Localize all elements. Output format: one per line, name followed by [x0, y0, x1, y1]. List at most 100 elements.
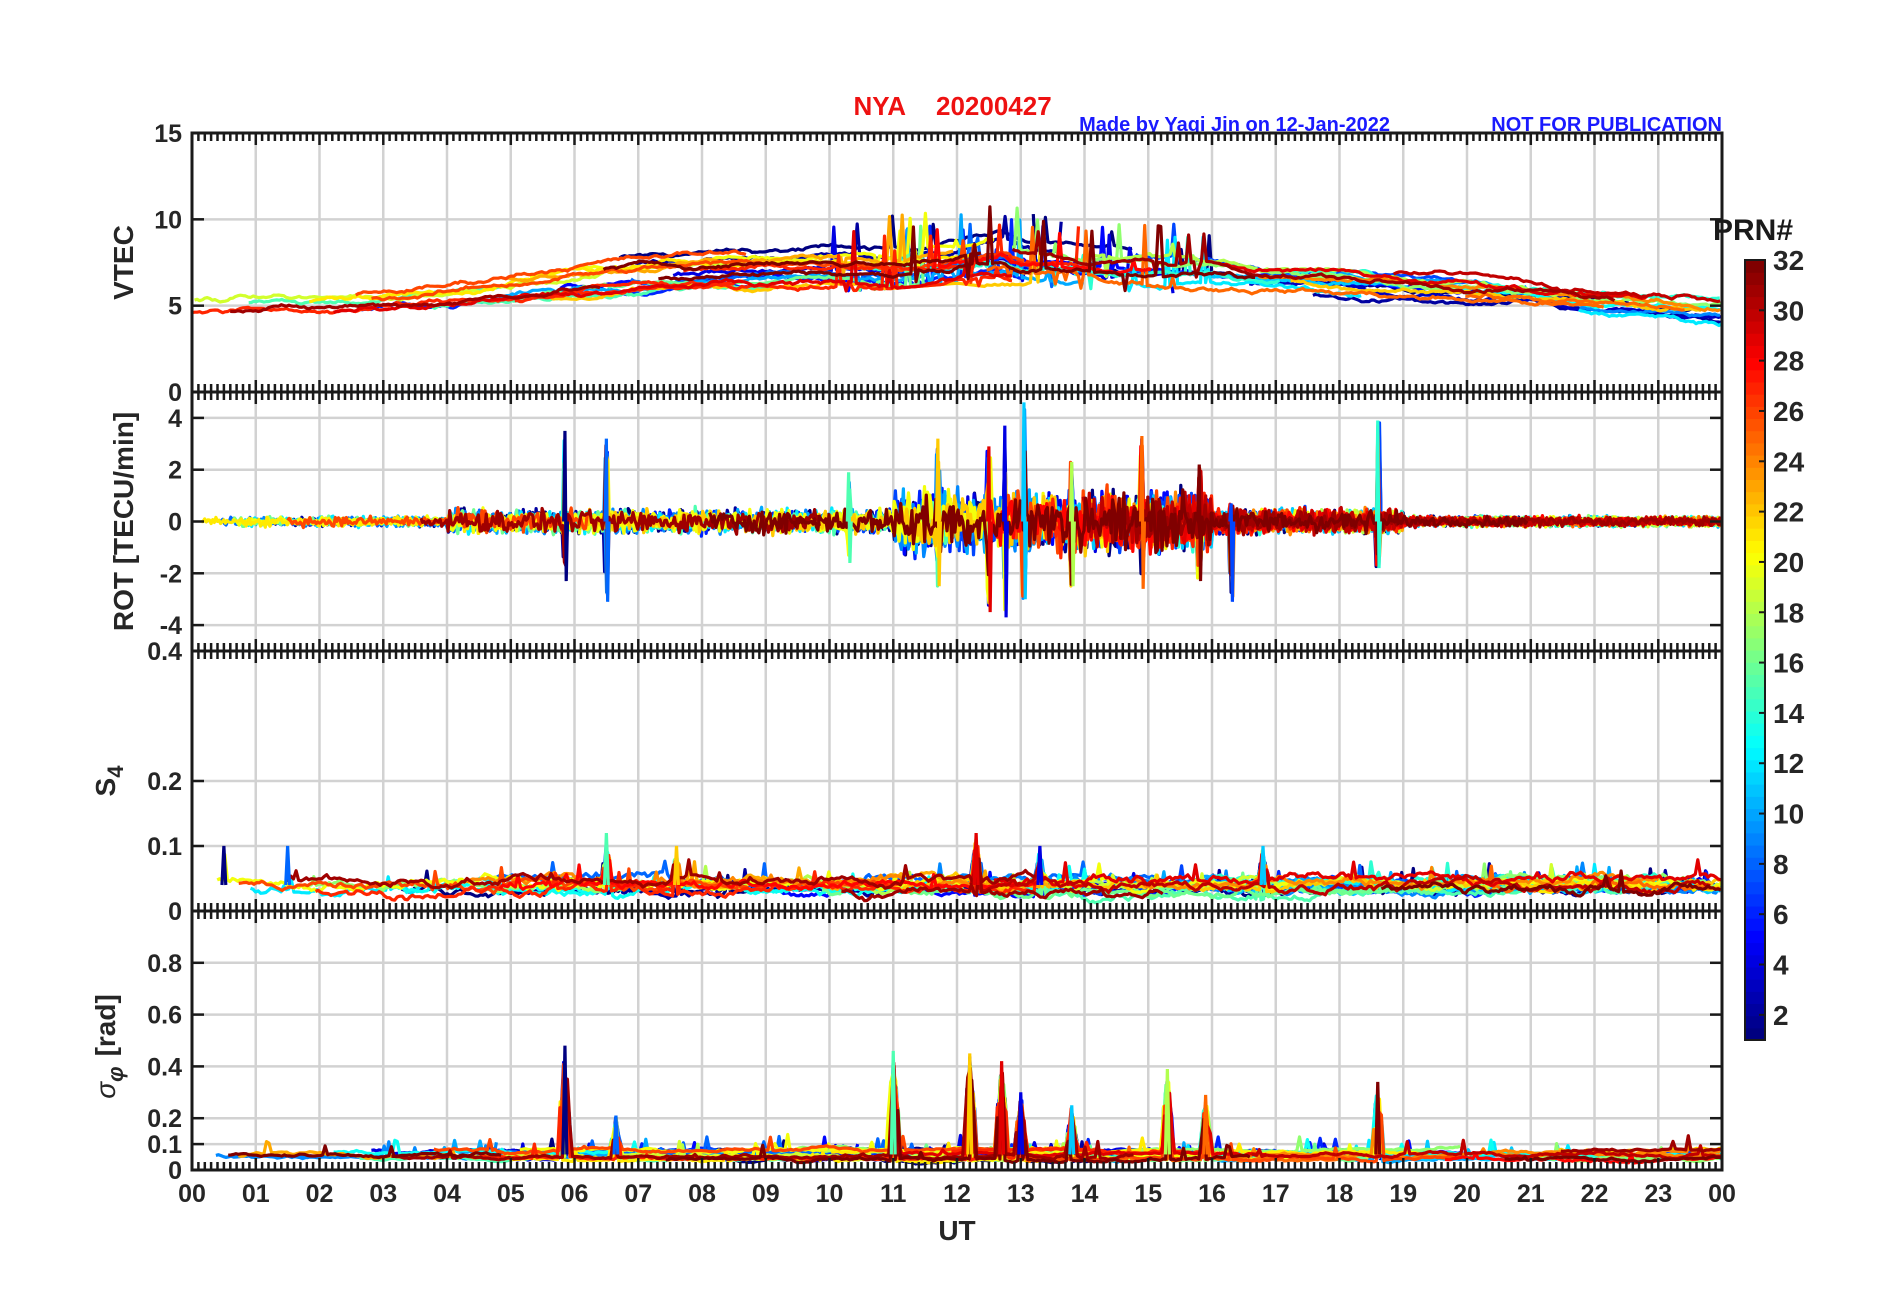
x-tick-label: 17	[1262, 1180, 1290, 1208]
colorbar-segment	[1745, 723, 1765, 736]
colorbar-segment	[1745, 491, 1765, 505]
series-line-prn-28	[498, 849, 1037, 891]
peak-mark	[220, 845, 228, 886]
x-tick-label: 11	[880, 1180, 907, 1208]
colorbar-segment	[1745, 845, 1765, 858]
colorbar-segment	[1745, 564, 1765, 578]
peak-mark	[1139, 436, 1147, 589]
colorbar-segment	[1745, 540, 1765, 554]
colorbar-segment	[1745, 1003, 1765, 1017]
y-tick-label: 0	[168, 379, 182, 407]
colorbar-tick-label: 10	[1773, 799, 1804, 830]
colorbar-segment	[1745, 893, 1765, 907]
panel-s4: 0 0.1 0.2 0.4 S4	[90, 638, 1724, 926]
colorbar-segment	[1745, 881, 1765, 895]
colorbar-segment	[1745, 820, 1765, 834]
peak-mark	[998, 1061, 1006, 1155]
peak-mark	[612, 1115, 620, 1155]
colorbar-tick-label: 20	[1773, 547, 1804, 578]
x-tick-label: 19	[1389, 1180, 1417, 1208]
peak-mark	[1259, 845, 1267, 886]
colorbar-segment	[1745, 759, 1765, 773]
peak-mark	[1228, 503, 1236, 602]
panel-rot: -4 -2 0 2 4 ROT [TECU/min]	[108, 390, 1724, 653]
y-tick-label: 0.2	[147, 768, 182, 796]
y-tick-label: 0.4	[147, 1053, 182, 1081]
peak-mark	[1017, 1092, 1025, 1155]
peak-mark	[1036, 845, 1044, 886]
y-tick-label: 0.1	[147, 833, 182, 861]
series-group	[201, 408, 1722, 612]
colorbar-segment	[1745, 467, 1765, 480]
panel-vtec: 0 5 10 15 VTEC	[108, 120, 1724, 407]
colorbar-segment	[1745, 589, 1765, 602]
x-tick-label: 23	[1644, 1180, 1672, 1208]
y-axis-label-main: σ	[90, 1081, 121, 1099]
peak-mark	[966, 1053, 974, 1155]
colorbar-segment	[1745, 503, 1765, 517]
title-notice: NOT FOR PUBLICATION	[1491, 114, 1722, 136]
peak-mark	[1068, 461, 1076, 587]
x-tick-label: 18	[1326, 1180, 1354, 1208]
x-tick-label: 22	[1581, 1180, 1609, 1208]
colorbar-segment	[1745, 613, 1765, 627]
colorbar-segment	[1745, 333, 1765, 346]
series-line-prn-31	[285, 858, 1036, 890]
peak-mark	[889, 1050, 897, 1155]
series-line-prn-32	[228, 1144, 502, 1160]
peak-mark	[1163, 1068, 1171, 1155]
x-ticks	[190, 651, 1724, 911]
series-line-prn-32	[658, 205, 1256, 293]
colorbar-segment	[1745, 637, 1765, 651]
colorbar-segment	[1745, 808, 1765, 822]
x-tick-label: 13	[1007, 1180, 1035, 1208]
peak-mark	[1374, 1081, 1382, 1155]
colorbar-segment	[1745, 418, 1765, 432]
peak-mark	[935, 438, 943, 587]
x-tick-label: 03	[369, 1180, 397, 1208]
series-line-prn-31	[1560, 1134, 1722, 1154]
colorbar-segment	[1745, 918, 1765, 931]
series-line-prn-30	[1251, 1138, 1721, 1161]
y-tick-label: 4	[168, 405, 182, 433]
series-line-prn-31	[1011, 230, 1616, 303]
x-tick-label: 14	[1071, 1180, 1099, 1208]
peak-mark	[284, 845, 292, 886]
colorbar-tick-label: 28	[1773, 346, 1804, 377]
colorbar-segment	[1745, 662, 1765, 675]
x-tick-label: 15	[1134, 1180, 1162, 1208]
series-line-prn-31	[230, 285, 601, 314]
colorbar-tick-label: 32	[1773, 245, 1804, 276]
peak-mark	[562, 430, 570, 582]
x-tick-label: 21	[1517, 1180, 1545, 1208]
peak-mark	[1202, 1094, 1210, 1155]
colorbar-segment	[1745, 869, 1765, 883]
colorbar-segment	[1745, 784, 1765, 797]
colorbar-segment	[1745, 771, 1765, 785]
y-tick-label: 0	[168, 898, 182, 926]
colorbar-segment	[1745, 479, 1765, 493]
y-tick-label: -2	[160, 560, 182, 588]
colorbar-segment	[1745, 430, 1765, 444]
peak-mark	[1374, 420, 1382, 569]
x-tick-label: 04	[433, 1180, 461, 1208]
y-tick-label: 0.6	[147, 1002, 182, 1030]
x-tick-label: 09	[752, 1180, 780, 1208]
y-tick-label: 0	[168, 1157, 182, 1185]
peak-mark	[603, 438, 611, 602]
colorbar-tick-label: 4	[1773, 950, 1789, 981]
x-ticks	[190, 133, 1724, 392]
colorbar-segment	[1745, 747, 1765, 761]
y-tick-label: -4	[160, 612, 182, 640]
x-tick-label: 00	[178, 1180, 206, 1208]
colorbar-frame	[1744, 259, 1766, 1041]
colorbar-segment	[1745, 857, 1765, 870]
peak-mark	[561, 1045, 569, 1155]
peak-mark	[1068, 1105, 1076, 1155]
colorbar-segment	[1745, 905, 1765, 919]
y-tick-label: 10	[154, 206, 182, 234]
series-line-prn-25	[1465, 292, 1685, 312]
series-line-prn-9	[1579, 305, 1721, 318]
series-line-prn-32	[1380, 869, 1722, 898]
colorbar-segment	[1745, 979, 1765, 992]
